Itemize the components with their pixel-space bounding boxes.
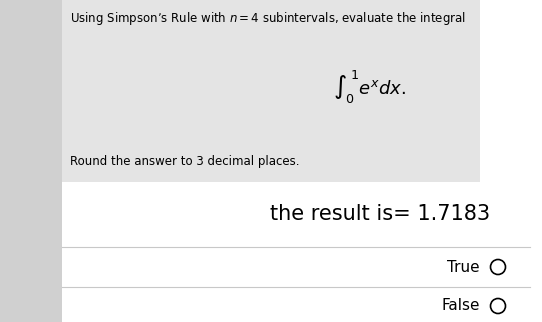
Text: Round the answer to 3 decimal places.: Round the answer to 3 decimal places. [70, 155, 300, 168]
Text: Using Simpson’s Rule with $n = 4$ subintervals, evaluate the integral: Using Simpson’s Rule with $n = 4$ subint… [70, 10, 466, 27]
Text: False: False [442, 298, 480, 314]
Text: the result is= 1.7183: the result is= 1.7183 [270, 204, 490, 224]
Text: True: True [447, 260, 480, 274]
FancyBboxPatch shape [0, 0, 62, 322]
Text: $\int_0^{\,1} e^x dx.$: $\int_0^{\,1} e^x dx.$ [333, 69, 406, 106]
FancyBboxPatch shape [62, 0, 480, 182]
